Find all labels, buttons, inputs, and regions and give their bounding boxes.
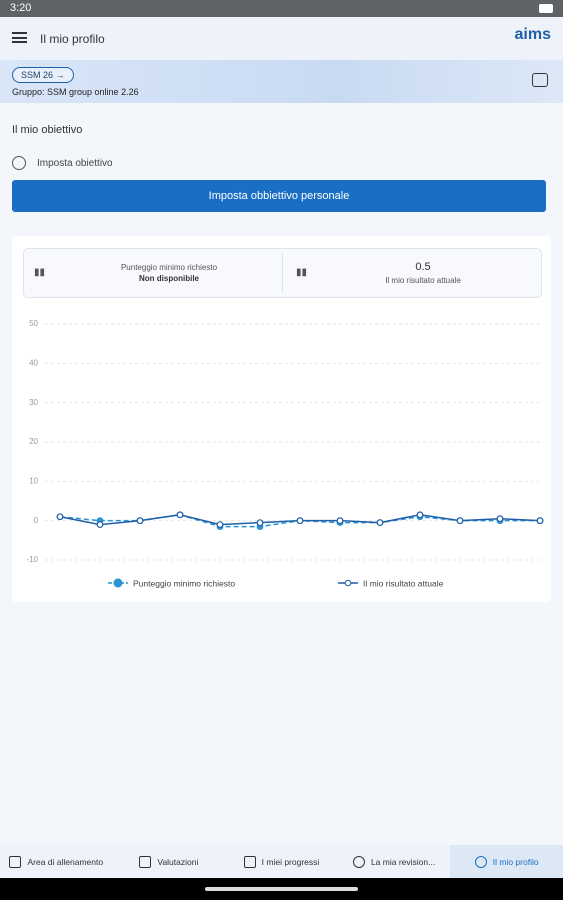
set-goal-label: Imposta obiettivo bbox=[37, 158, 113, 169]
series-marker bbox=[96, 521, 104, 528]
series-marker bbox=[336, 517, 344, 525]
series-marker bbox=[536, 517, 544, 525]
legend-label: Il mio risultato attuale bbox=[363, 578, 444, 588]
chart-card: ▮▮ Punteggio minimo richiesto Non dispon… bbox=[12, 236, 551, 602]
y-tick-label: 50 bbox=[29, 319, 38, 328]
status-bar: 3:20 bbox=[0, 0, 563, 17]
y-tick-label: -10 bbox=[26, 555, 38, 564]
nav-item[interactable]: Area di allenamento bbox=[0, 845, 113, 878]
series-marker bbox=[56, 513, 64, 521]
goal-heading: Il mio obiettivo bbox=[12, 124, 83, 136]
nav-item[interactable]: La mia revision... bbox=[338, 845, 451, 878]
y-tick-label: 10 bbox=[29, 476, 38, 485]
series-marker bbox=[456, 517, 464, 525]
nav-label: Area di allenamento bbox=[27, 856, 104, 867]
gesture-pill bbox=[205, 887, 358, 891]
chip[interactable]: SSM 26 → bbox=[12, 67, 74, 83]
y-tick-label: 30 bbox=[29, 398, 38, 407]
stat-icon: ▮▮ bbox=[34, 267, 46, 278]
app-title: Il mio profilo bbox=[40, 32, 105, 46]
app-bar: Il mio profilo aims bbox=[0, 17, 563, 60]
series-marker bbox=[136, 517, 144, 525]
legend-label: Punteggio minimo richiesto bbox=[133, 578, 235, 588]
group-label: Gruppo: SSM group online 2.26 bbox=[12, 87, 139, 97]
series-marker bbox=[256, 519, 264, 527]
banner: SSM 26 → Gruppo: SSM group online 2.26 bbox=[0, 60, 563, 103]
stat-value: Non disponibile bbox=[139, 274, 199, 283]
series-marker bbox=[376, 519, 384, 527]
menu-icon[interactable] bbox=[12, 32, 27, 43]
chat-icon[interactable] bbox=[532, 73, 548, 87]
nav-label: La mia revision... bbox=[370, 856, 436, 867]
chip-label: SSM 26 bbox=[21, 70, 54, 80]
series-marker bbox=[496, 515, 504, 523]
nav-icon bbox=[352, 855, 365, 868]
nav-icon bbox=[474, 855, 487, 868]
stat-value: 0.5 bbox=[415, 261, 431, 273]
legend-marker bbox=[344, 579, 352, 587]
stat-icon: ▮▮ bbox=[296, 267, 308, 278]
time: 3:20 bbox=[10, 2, 32, 14]
gesture-bar bbox=[0, 878, 563, 900]
battery bbox=[539, 4, 553, 13]
series-marker bbox=[296, 517, 304, 525]
stats-box: ▮▮ Punteggio minimo richiesto Non dispon… bbox=[23, 248, 542, 298]
nav-label: Il mio profilo bbox=[492, 856, 539, 867]
nav-item[interactable]: Il mio profilo bbox=[450, 845, 563, 878]
bottom-nav: Area di allenamento Valutazioni I miei pro… bbox=[0, 845, 563, 878]
series-marker bbox=[176, 511, 184, 519]
nav-item[interactable]: I miei progressi bbox=[225, 845, 338, 878]
y-tick-label: 40 bbox=[29, 358, 38, 367]
divider bbox=[282, 253, 283, 293]
series-marker bbox=[416, 511, 424, 519]
target-icon bbox=[12, 156, 26, 170]
nav-icon bbox=[9, 855, 22, 868]
nav-label: Valutazioni bbox=[157, 856, 199, 867]
set-goal-button[interactable]: Imposta obbiettivo personale bbox=[12, 180, 546, 212]
nav-icon bbox=[243, 855, 256, 868]
series-marker bbox=[216, 521, 224, 528]
stat-label: Punteggio minimo richiesto bbox=[120, 263, 218, 272]
y-tick-label: 0 bbox=[34, 516, 39, 525]
stat-label: Il mio risultato attuale bbox=[385, 276, 461, 285]
nav-item[interactable]: Valutazioni bbox=[113, 845, 226, 878]
button-label: Imposta obbiettivo personale bbox=[208, 190, 350, 202]
nav-icon bbox=[139, 855, 152, 868]
logo: aims bbox=[514, 26, 551, 43]
y-tick-label: 20 bbox=[29, 437, 38, 446]
nav-label: I miei progressi bbox=[261, 856, 320, 867]
legend-marker bbox=[113, 578, 123, 588]
